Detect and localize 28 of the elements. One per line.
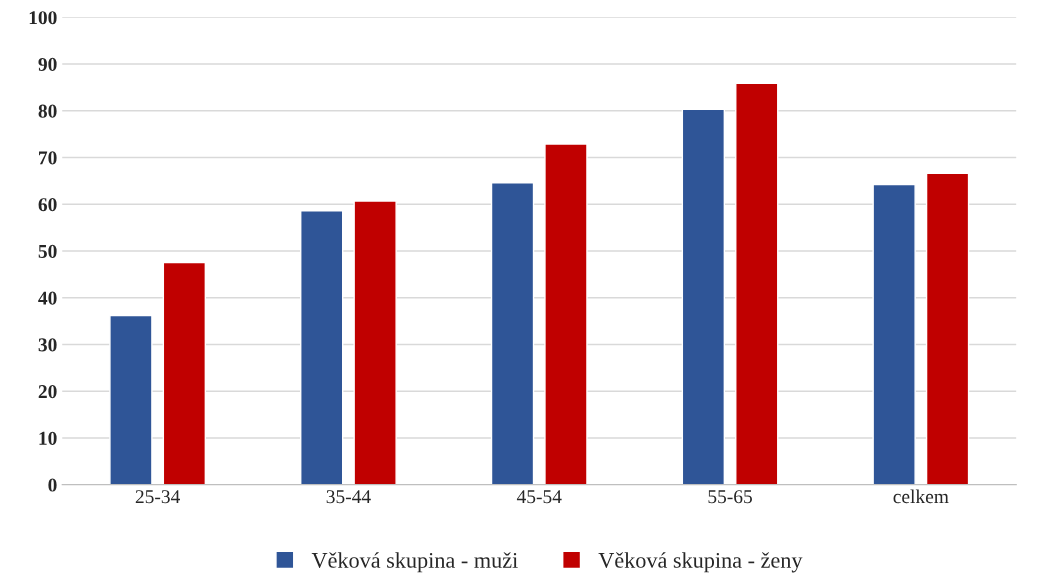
- x-tick-label: celkem: [893, 489, 949, 504]
- y-tick-label: 100: [29, 11, 57, 25]
- bar: [109, 314, 153, 485]
- bar: [872, 183, 916, 485]
- legend-label: Věková skupina - ženy: [598, 552, 803, 573]
- y-tick-label: 40: [38, 291, 57, 305]
- bar: [544, 143, 588, 485]
- bar: [490, 182, 535, 485]
- legend-label: Věková skupina - muži: [311, 552, 518, 573]
- y-tick-label: 20: [38, 385, 57, 399]
- y-tick-label: 70: [39, 151, 57, 165]
- bar: [162, 261, 207, 485]
- bar: [925, 172, 970, 485]
- y-tick-label: 30: [38, 338, 57, 352]
- bar: [353, 200, 397, 485]
- x-tick-label: 55-65: [708, 490, 752, 504]
- y-tick-label: 60: [38, 198, 57, 212]
- y-tick-label: 90: [38, 57, 57, 71]
- bar: [300, 210, 344, 485]
- x-tick-label: 25-34: [135, 490, 180, 504]
- x-tick-label: 45-54: [516, 490, 562, 504]
- y-tick-label: 50: [38, 244, 57, 258]
- y-tick-label: 0: [48, 478, 57, 492]
- y-tick-label: 10: [39, 431, 57, 445]
- bar: [735, 82, 779, 485]
- x-tick-label: 35-44: [326, 490, 371, 504]
- y-tick-label: 80: [38, 104, 57, 118]
- bar: [681, 108, 726, 485]
